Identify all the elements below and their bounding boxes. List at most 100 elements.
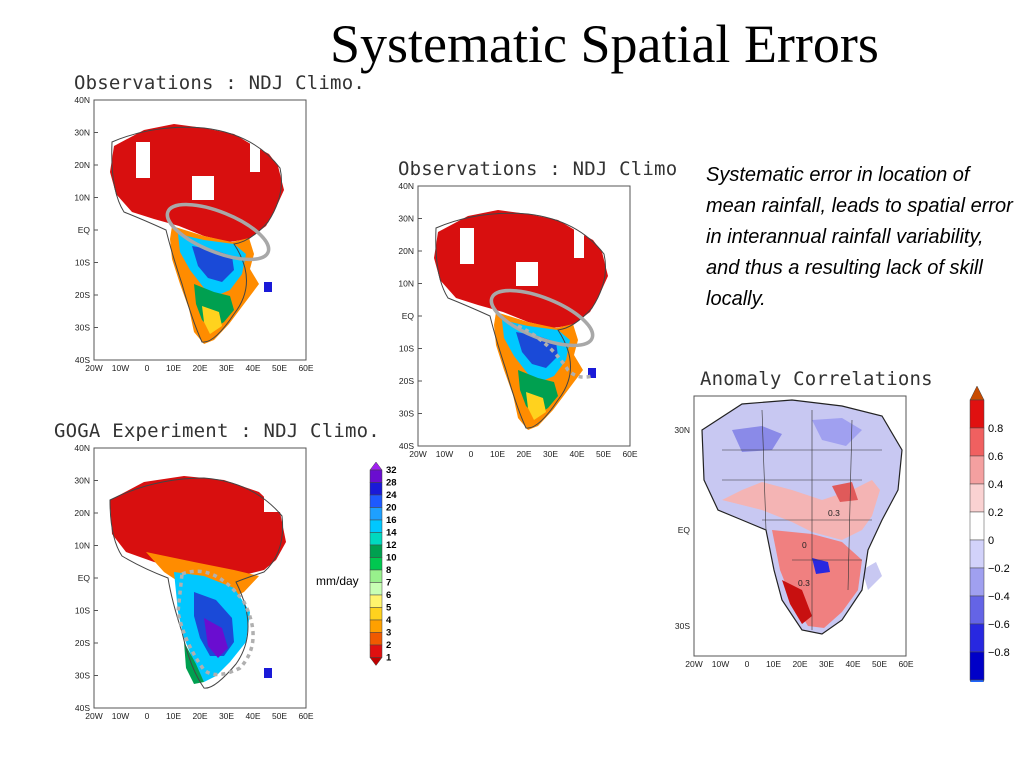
- colorbar-swatch: [969, 483, 985, 513]
- colorbar-swatch: [369, 507, 383, 521]
- africa-fill: [110, 124, 284, 344]
- lon-tick-label: 40E: [245, 711, 260, 721]
- lon-tick-label: 20E: [192, 711, 207, 721]
- lon-tick-label: 60E: [298, 711, 313, 721]
- lat-tick-label: EQ: [678, 525, 691, 535]
- lon-tick-label: 10E: [166, 711, 181, 721]
- lon-tick-label: 50E: [272, 711, 287, 721]
- colorbar-bottom-arrow: [369, 657, 383, 666]
- lat-tick-label: 20N: [398, 246, 414, 256]
- lat-tick-label: 30N: [74, 476, 90, 486]
- lon-tick-label: 20E: [516, 449, 531, 459]
- lat-tick-label: 20N: [74, 508, 90, 518]
- panel-title: Anomaly Correlations: [700, 368, 933, 390]
- lon-tick-label: 30E: [543, 449, 558, 459]
- colorbar-label: 6: [386, 590, 391, 601]
- colorbar-label: 20: [386, 503, 397, 514]
- colorbar-label: 3: [386, 628, 391, 639]
- colorbar-swatch: [969, 511, 985, 541]
- contour-label: 0.3: [798, 578, 810, 588]
- map-ticks: 30N EQ 30S 20W 10W 0 10E 20E 30E 40E 50E 60E: [674, 425, 913, 669]
- lat-tick-label: 40N: [398, 181, 414, 191]
- lon-tick-label: 10E: [490, 449, 505, 459]
- lon-tick-label: 10W: [712, 659, 729, 669]
- lat-tick-label: 10N: [74, 193, 90, 203]
- lat-tick-label: 30N: [398, 214, 414, 224]
- colorbar-swatch: [369, 644, 383, 658]
- lat-tick-label: 20S: [75, 638, 90, 648]
- lon-tick-label: 30E: [819, 659, 834, 669]
- lon-tick-label: 20E: [192, 363, 207, 373]
- colorbar-swatch: [969, 399, 985, 429]
- colorbar-swatch: [369, 482, 383, 496]
- colorbar-label: 16: [386, 515, 397, 526]
- lon-tick-label: 10W: [112, 711, 129, 721]
- lon-tick-label: 10W: [436, 449, 453, 459]
- colorbar-swatch: [369, 569, 383, 583]
- colorbar-label: 28: [386, 478, 397, 489]
- colorbar-label: 0.8: [988, 423, 1003, 435]
- colorbar-top-arrow: [969, 385, 985, 401]
- colorbar-label: 2: [386, 640, 391, 651]
- lon-tick-label: 20W: [85, 363, 102, 373]
- lon-tick-label: 30E: [219, 711, 234, 721]
- colorbar-label: 4: [386, 615, 392, 626]
- colorbar-swatch: [369, 532, 383, 546]
- lon-tick-label: 40E: [245, 363, 260, 373]
- colorbar-label: −0.2: [988, 563, 1010, 575]
- lat-tick-label: 30S: [675, 621, 690, 631]
- colorbar-swatch: [969, 595, 985, 625]
- lat-tick-label: 20N: [74, 160, 90, 170]
- lon-tick-label: 20W: [685, 659, 702, 669]
- colorbar-swatch: [369, 557, 383, 571]
- colorbar-swatch: [969, 539, 985, 569]
- colorbar-swatch: [969, 427, 985, 457]
- lat-tick-label: 30N: [674, 425, 690, 435]
- colorbar-label: 5: [386, 603, 392, 614]
- lat-tick-label: 10S: [75, 606, 90, 616]
- colorbar-label: 0: [988, 535, 994, 547]
- colorbar-label: 1: [386, 653, 392, 664]
- colorbar-label: −0.4: [988, 591, 1010, 603]
- colorbar-label: 0.6: [988, 451, 1003, 463]
- caption-text: Systematic error in location of mean rai…: [706, 164, 1013, 310]
- colorbar-swatch: [969, 455, 985, 485]
- lat-tick-label: 10N: [398, 279, 414, 289]
- colorbar-swatch: [369, 632, 383, 646]
- highlight-dotted-path: [517, 324, 593, 379]
- colorbar-swatch: [369, 469, 383, 483]
- colorbar-swatch: [969, 567, 985, 597]
- lon-tick-label: 30E: [219, 363, 234, 373]
- lon-tick-label: 50E: [872, 659, 887, 669]
- lat-tick-label: 40S: [75, 703, 90, 713]
- lon-tick-label: 10E: [166, 363, 181, 373]
- lon-tick-label: 0: [745, 659, 750, 669]
- lat-tick-label: EQ: [78, 225, 91, 235]
- lon-tick-label: 60E: [622, 449, 637, 459]
- panel-title: Observations : NDJ Climo.: [74, 72, 365, 94]
- colorbar-bottom-arrow: [969, 679, 985, 682]
- lat-tick-label: 30S: [75, 323, 90, 333]
- lon-tick-label: 40E: [569, 449, 584, 459]
- lat-tick-label: 40S: [399, 441, 414, 451]
- colorbar-swatch: [369, 594, 383, 608]
- colorbar-swatch: [369, 544, 383, 558]
- lat-tick-label: 10S: [75, 258, 90, 268]
- colorbar-label: 24: [386, 490, 397, 501]
- colorbar-label: 0.4: [988, 479, 1003, 491]
- lat-tick-label: 10S: [399, 344, 414, 354]
- lat-tick-label: 40N: [74, 95, 90, 105]
- contour-label: 0: [802, 540, 807, 550]
- colorbar-swatch: [369, 494, 383, 508]
- colorbar-label: 32: [386, 465, 397, 476]
- lat-tick-label: 10N: [74, 541, 90, 551]
- lat-tick-label: 30N: [74, 128, 90, 138]
- panel-title: GOGA Experiment : NDJ Climo.: [54, 420, 380, 442]
